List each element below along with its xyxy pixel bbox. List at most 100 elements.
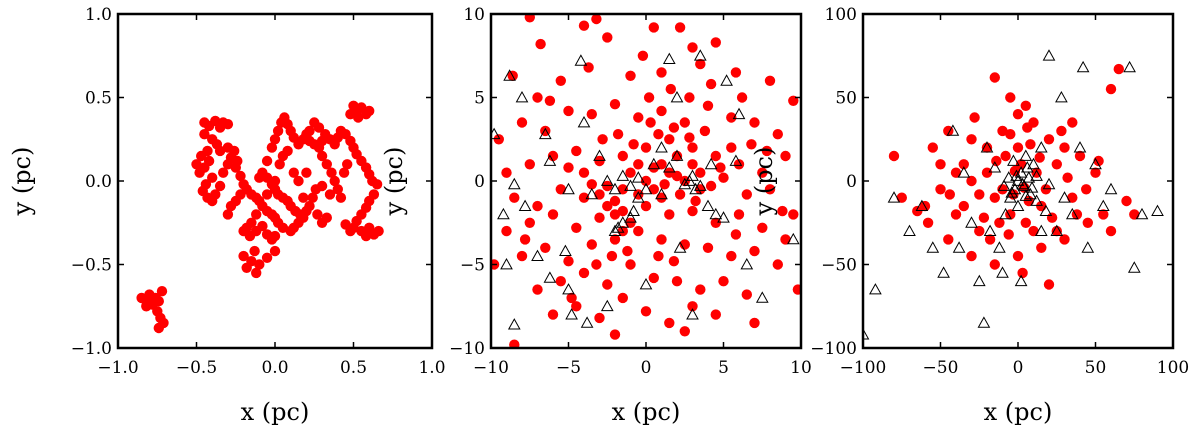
panel-2-circle-point — [684, 132, 695, 143]
panel-3-triangle-point — [1010, 169, 1023, 181]
panel-3-triangle-point — [887, 191, 901, 203]
panel-2-circle-point — [761, 145, 773, 157]
panel-3-circle-point — [1005, 129, 1016, 140]
panel-3-triangle-point — [965, 216, 978, 228]
panel-1-circle-point — [373, 225, 384, 237]
panel-3-circle-point — [1046, 212, 1058, 223]
panel-3-triangle-point — [1055, 90, 1068, 103]
panel-3-triangle-point — [952, 241, 966, 253]
panel-3-triangle-point — [957, 166, 971, 178]
panel-2-triangle-point — [732, 107, 746, 120]
panel-2-circle-point — [586, 179, 597, 190]
panel-3-triangle-point — [1014, 274, 1028, 287]
panel-3-triangle-point — [988, 161, 1002, 173]
panel-2-triangle-point — [678, 177, 692, 190]
panel-1-circle-point — [269, 175, 281, 187]
panel-2-circle-point — [547, 150, 559, 162]
panel-2-circle-point — [524, 159, 535, 170]
panel-3-circle-point — [1003, 229, 1014, 240]
panel-2-circle-point — [501, 225, 512, 237]
panel-2-circle-point — [695, 167, 706, 178]
panel-2-triangle-point — [518, 199, 532, 211]
panel-2-triangle-point — [608, 224, 622, 236]
panel-2-circle-point — [609, 99, 621, 110]
panel-2-circle-point — [640, 175, 652, 187]
panel-3-triangle-point — [1127, 261, 1141, 273]
y-tick-label: 10 — [463, 5, 485, 25]
panel-1-circle-point — [196, 150, 207, 162]
panel-1-circle-point — [229, 145, 240, 157]
panel-2-triangle-point — [670, 149, 684, 161]
panel-3-triangle-point — [1081, 241, 1095, 253]
panel-2-circle-point — [501, 167, 512, 178]
panel-1-circle-point — [310, 184, 321, 195]
panel-2-circle-point — [656, 67, 667, 78]
panel-3-circle-point — [966, 250, 977, 262]
panel-3-triangle-point — [1151, 204, 1164, 216]
panel-3-circle-point — [1093, 155, 1104, 167]
panel-2-circle-point — [659, 179, 670, 190]
panel-2-triangle-point — [507, 177, 521, 190]
panel-2-triangle-point — [686, 308, 699, 320]
panel-2-marks — [491, 14, 801, 348]
panel-2-triangle-point — [701, 199, 715, 211]
panel-1-circle-point — [298, 192, 309, 203]
panel-3-triangle-point — [972, 274, 986, 287]
panel-2-circle-point — [687, 159, 698, 170]
y-tick-label: 1.0 — [85, 5, 112, 25]
panel-2-circle-point — [617, 184, 628, 195]
panel-2-circle-point — [586, 239, 597, 250]
x-tick-label: 1.0 — [418, 358, 445, 378]
panel-2-triangle-point — [574, 54, 588, 66]
panel-2-triangle-point — [786, 232, 800, 245]
panel-3-circle-point — [1081, 184, 1092, 195]
panel-2-circle-point — [563, 256, 574, 267]
panel-2-circle-point — [690, 195, 701, 207]
panel-3-circle-point — [981, 142, 993, 153]
panel-2-circle-point — [637, 50, 649, 61]
panel-2-circle-point — [757, 222, 768, 233]
panel-2-triangle-point — [616, 169, 630, 181]
panel-2-circle-point — [547, 309, 559, 320]
panel-3-triangle-point — [1073, 141, 1087, 153]
x-tick-label: 0.0 — [261, 358, 288, 378]
panel-2-circle-point — [625, 167, 636, 178]
panel-3-circle-point — [1105, 83, 1117, 95]
panel-3-triangle-point — [1042, 177, 1056, 190]
panel-1-circle-point — [345, 109, 356, 120]
panel-3-circle-point — [950, 167, 962, 178]
panel-2-triangle-point — [562, 283, 575, 295]
panel-2-circle-point — [594, 155, 605, 167]
panel-3-triangle-point — [946, 124, 960, 136]
panel-3-triangle-point — [1005, 186, 1019, 198]
panel-3-circle-point — [1062, 172, 1073, 183]
panel-1-y-axis-label: y (pc) — [8, 147, 36, 217]
panel-2-circle-point — [540, 242, 551, 253]
y-tick-label: 50 — [835, 89, 857, 109]
x-tick-label: 10 — [790, 358, 812, 378]
panel-1-circle-point — [251, 209, 262, 220]
panel-3-triangle-point — [903, 224, 916, 236]
panel-2-circle-point — [606, 250, 618, 262]
panel-2-circle-point — [749, 317, 760, 329]
panel-1-circle-point — [285, 225, 296, 237]
panel-3-circle-point — [966, 134, 977, 145]
panel-3-circle-point — [927, 142, 938, 153]
panel-3-triangle-point — [999, 207, 1012, 220]
panel-2-circle-point — [617, 205, 628, 217]
panel-1-circle-point — [304, 200, 315, 212]
panel-3-triangle-point — [1030, 169, 1043, 181]
panel-3-circle-point — [1090, 167, 1101, 178]
panel-2-triangle-point — [538, 127, 552, 140]
panel-2-circle-point — [726, 142, 737, 153]
panel-2-circle-point — [764, 75, 776, 87]
panel-2-circle-point — [625, 70, 636, 82]
panel-2-circle-point — [563, 105, 574, 117]
panel-2-circle-point — [730, 229, 742, 240]
panel-2-circle-point — [687, 205, 698, 217]
panel-2-triangle-point — [577, 115, 591, 128]
panel-1-circle-point — [232, 155, 243, 167]
panel-2-circle-point — [733, 209, 745, 220]
panel-3-marks — [863, 49, 1164, 340]
panel-1-circle-point — [321, 159, 332, 170]
